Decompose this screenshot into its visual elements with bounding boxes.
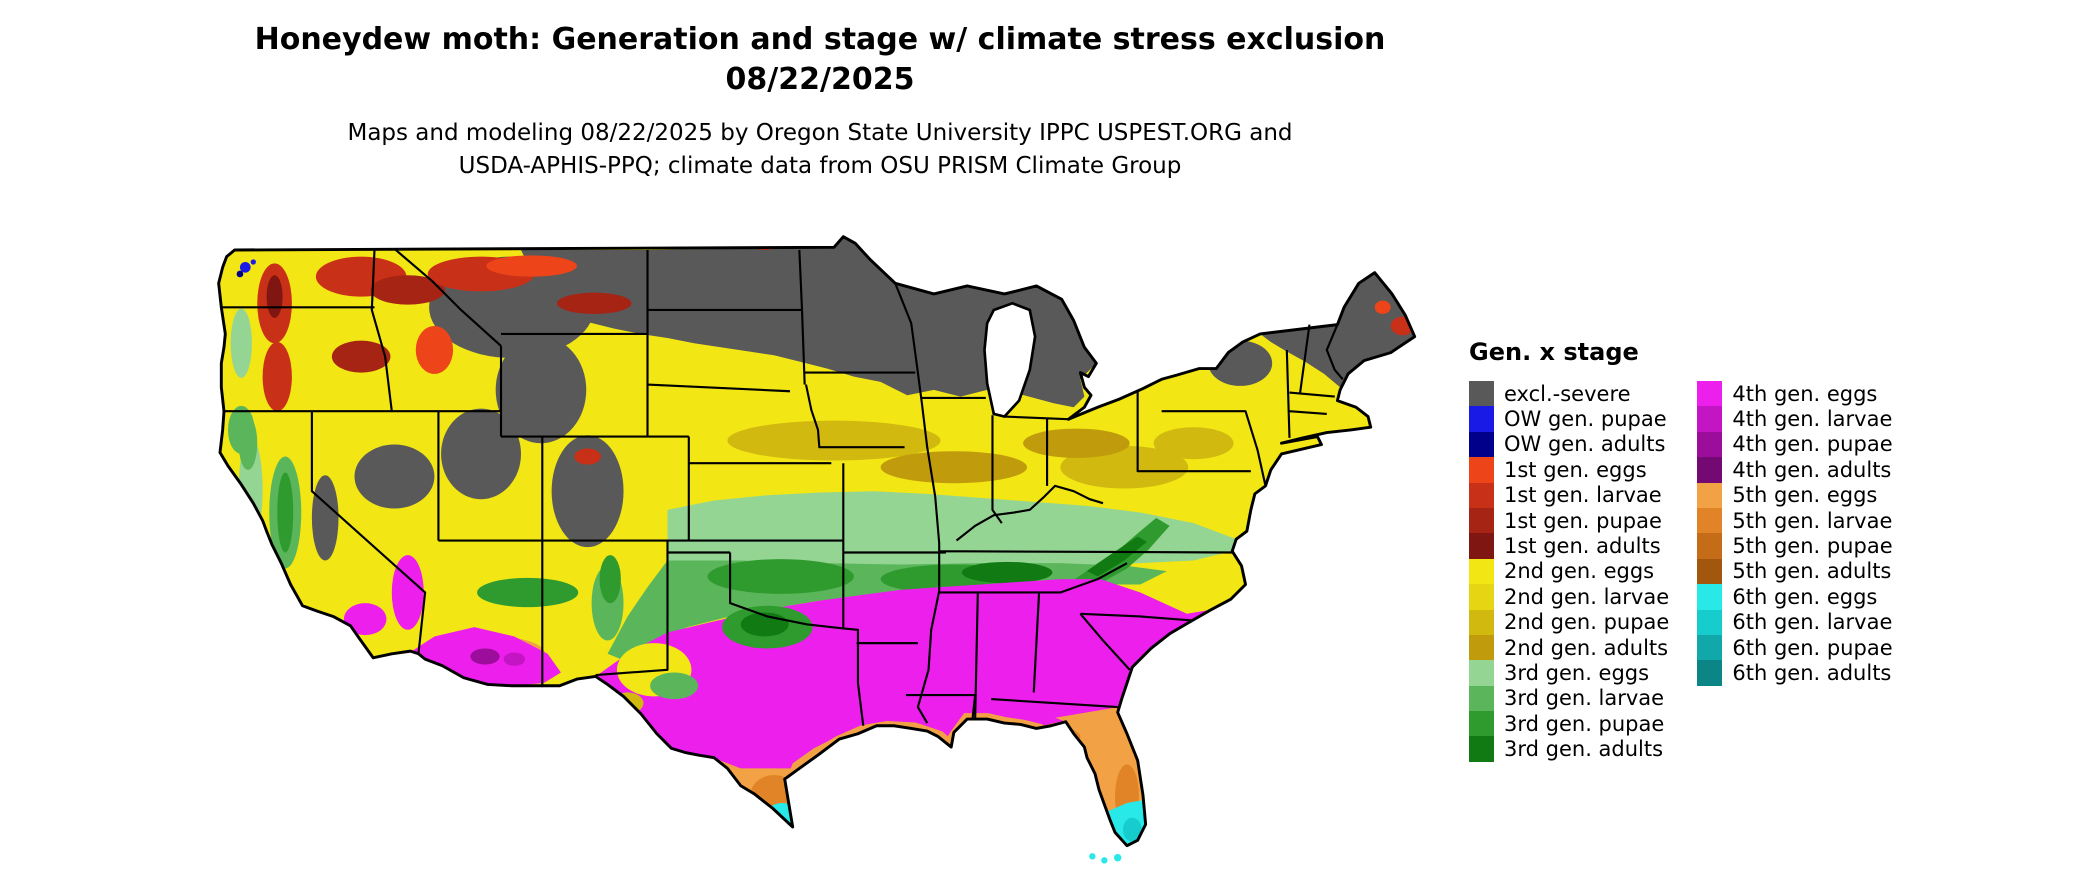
legend-title: Gen. x stage xyxy=(1469,338,1639,366)
legend-item: 1st gen. adults xyxy=(1469,533,1669,559)
legend-item: 3rd gen. pupae xyxy=(1469,711,1669,737)
legend-swatch xyxy=(1697,660,1723,686)
map-fill-layers xyxy=(218,236,1415,846)
legend-item: OW gen. pupae xyxy=(1469,406,1669,432)
legend-swatch xyxy=(1697,482,1723,508)
legend-column-1: excl.-severe OW gen. pupae OW gen. adults 1… xyxy=(1469,381,1669,762)
legend-item: 6th gen. larvae xyxy=(1697,609,1893,635)
legend-swatch xyxy=(1469,584,1494,610)
legend-swatch xyxy=(1697,457,1723,483)
legend-label: OW gen. adults xyxy=(1504,432,1666,457)
legend-item: 3rd gen. adults xyxy=(1469,736,1669,762)
legend-swatch xyxy=(1697,406,1723,432)
legend: Gen. x stage excl.-severe OW gen. pupae OW… xyxy=(1469,338,1893,762)
legend-item: 2nd gen. pupae xyxy=(1469,609,1670,635)
legend-label: 6th gen. pupae xyxy=(1732,635,1893,660)
legend-swatch xyxy=(1697,558,1723,585)
legend-item: 3rd gen. eggs xyxy=(1469,660,1669,686)
legend-swatch xyxy=(1469,736,1494,762)
legend-swatch xyxy=(1469,406,1494,432)
legend-label: 4th gen. eggs xyxy=(1732,381,1878,406)
legend-swatch xyxy=(1469,685,1494,712)
legend-label: 4th gen. adults xyxy=(1732,457,1892,482)
lake-michigan xyxy=(983,301,1037,419)
legend-label: OW gen. pupae xyxy=(1504,407,1667,432)
legend-label: 2nd gen. eggs xyxy=(1504,559,1655,584)
legend-label: 6th gen. adults xyxy=(1732,660,1892,685)
legend-item: 5th gen. adults xyxy=(1697,558,1892,585)
legend-swatch xyxy=(1697,507,1723,534)
us-outline xyxy=(217,235,1417,848)
us-map-container xyxy=(208,230,1420,883)
legend-item: 5th gen. eggs xyxy=(1697,482,1892,508)
legend-label: 6th gen. larvae xyxy=(1732,610,1893,635)
legend-label: 4th gen. pupae xyxy=(1732,432,1893,457)
us-generation-stage-map xyxy=(217,235,1417,864)
legend-label: 3rd gen. eggs xyxy=(1504,660,1650,685)
legend-item: 5th gen. larvae xyxy=(1697,507,1893,534)
legend-swatch xyxy=(1469,711,1494,737)
legend-swatch xyxy=(1697,533,1723,559)
legend-label: 1st gen. larvae xyxy=(1504,483,1662,508)
legend-swatch xyxy=(1469,381,1494,407)
legend-item: 4th gen. adults xyxy=(1697,457,1892,483)
legend-item: 2nd gen. eggs xyxy=(1469,558,1669,585)
legend-label: 6th gen. eggs xyxy=(1732,584,1878,609)
page-title-date: 08/22/2025 xyxy=(725,62,915,97)
legend-swatch xyxy=(1469,609,1494,635)
florida-keys xyxy=(1089,853,1122,864)
legend-item: excl.-severe xyxy=(1469,381,1669,407)
page-title: Honeydew moth: Generation and stage w/ c… xyxy=(254,22,1386,57)
legend-swatch xyxy=(1697,609,1723,635)
legend-swatch xyxy=(1469,634,1494,661)
legend-label: 1st gen. adults xyxy=(1504,534,1661,559)
attribution-line-1: Maps and modeling 08/22/2025 by Oregon S… xyxy=(347,120,1293,146)
legend-swatch xyxy=(1697,584,1723,610)
legend-swatch xyxy=(1469,507,1494,534)
legend-swatch xyxy=(1469,457,1494,483)
legend-item: 1st gen. pupae xyxy=(1469,507,1669,534)
legend-item: 4th gen. pupae xyxy=(1697,431,1893,458)
legend-item: 4th gen. eggs xyxy=(1697,381,1892,407)
legend-label: 3rd gen. larvae xyxy=(1504,686,1665,711)
legend-swatch xyxy=(1469,431,1494,458)
legend-label: 1st gen. pupae xyxy=(1504,508,1662,533)
legend-columns: excl.-severe OW gen. pupae OW gen. adults 1… xyxy=(1469,381,1893,762)
legend-swatch xyxy=(1469,660,1494,686)
legend-item: OW gen. adults xyxy=(1469,431,1669,458)
legend-item: 2nd gen. larvae xyxy=(1469,584,1670,610)
legend-item: 2nd gen. adults xyxy=(1469,634,1669,661)
legend-item: 6th gen. eggs xyxy=(1697,584,1892,610)
legend-label: 2nd gen. adults xyxy=(1504,635,1669,660)
legend-label: 3rd gen. pupae xyxy=(1504,711,1665,736)
legend-column-2: 4th gen. eggs 4th gen. larvae 4th gen. pup… xyxy=(1697,381,1893,686)
legend-label: 5th gen. pupae xyxy=(1732,534,1893,559)
legend-item: 5th gen. pupae xyxy=(1697,533,1893,559)
legend-item: 3rd gen. larvae xyxy=(1469,685,1669,712)
legend-label: 4th gen. larvae xyxy=(1732,407,1893,432)
legend-swatch xyxy=(1469,482,1494,508)
legend-item: 1st gen. eggs xyxy=(1469,457,1669,483)
state-borders xyxy=(221,249,1344,726)
legend-item: 6th gen. adults xyxy=(1697,660,1892,686)
legend-item: 1st gen. larvae xyxy=(1469,482,1669,508)
legend-swatch xyxy=(1469,533,1494,559)
legend-label: 5th gen. eggs xyxy=(1732,483,1878,508)
legend-label: excl.-severe xyxy=(1504,381,1631,406)
legend-item: 6th gen. pupae xyxy=(1697,634,1893,661)
legend-swatch xyxy=(1697,381,1723,407)
attribution-line-2: USDA-APHIS-PPQ; climate data from OSU PR… xyxy=(458,153,1182,179)
legend-label: 2nd gen. pupae xyxy=(1504,610,1670,635)
legend-label: 5th gen. adults xyxy=(1732,559,1892,584)
legend-label: 1st gen. eggs xyxy=(1504,457,1647,482)
legend-swatch xyxy=(1697,431,1723,458)
legend-label: 3rd gen. adults xyxy=(1504,737,1664,762)
legend-label: 5th gen. larvae xyxy=(1732,508,1893,533)
legend-item: 4th gen. larvae xyxy=(1697,406,1893,432)
legend-swatch xyxy=(1469,558,1494,585)
legend-swatch xyxy=(1697,634,1723,661)
legend-label: 2nd gen. larvae xyxy=(1504,584,1670,609)
